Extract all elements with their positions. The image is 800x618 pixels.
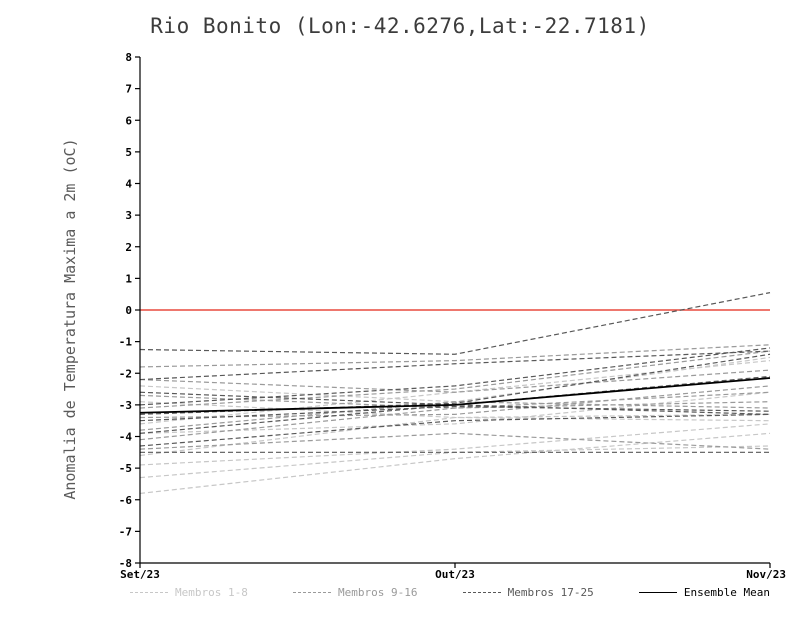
legend-label-membros-9-16: Membros 9-16 — [338, 586, 418, 599]
legend-item-membros-17-25: Membros 17-25 — [462, 586, 594, 599]
ensemble-member-line-18 — [139, 413, 771, 447]
legend-line-swatch-membros-17-25 — [462, 592, 501, 593]
x-tick-label-out-23: Out/23 — [435, 568, 475, 581]
ensemble-member-line-22 — [139, 347, 771, 406]
ensemble-member-line-2 — [139, 445, 771, 479]
x-tick-label-set-23: Set/23 — [120, 568, 160, 581]
y-tick-label: -2 — [119, 367, 132, 380]
y-tick-label: 3 — [125, 209, 132, 222]
legend-label-membros-17-25: Membros 17-25 — [507, 586, 594, 599]
chart-legend: Membros 1-8 Membros 9-16 Membros 17-25 E… — [130, 586, 770, 599]
legend-line-swatch-membros-9-16 — [293, 592, 332, 593]
ensemble-member-line-24 — [139, 350, 771, 381]
y-tick-label: -6 — [119, 494, 133, 507]
ensemble-member-line-1 — [139, 432, 771, 495]
y-tick-label: 1 — [125, 272, 132, 285]
y-tick-label: 5 — [125, 146, 132, 159]
y-tick-label: -5 — [119, 462, 132, 475]
ensemble-member-line-15 — [139, 369, 771, 393]
ensemble-member-line-5 — [139, 391, 771, 434]
y-tick-label: 7 — [125, 83, 132, 96]
y-tick-label: 6 — [125, 114, 132, 127]
ensemble-member-line-9 — [139, 432, 771, 450]
y-tick-label: 0 — [125, 304, 132, 317]
ensemble-member-line-14 — [139, 391, 771, 409]
x-tick-label-nov-23: Nov/23 — [746, 568, 786, 581]
legend-line-swatch-membros-1-8 — [130, 592, 168, 593]
ensemble-mean-line — [139, 377, 771, 414]
ensemble-member-line-20 — [139, 405, 771, 422]
y-axis-label: Anomalia de Temperatura Maxima a 2m (oC) — [61, 138, 79, 500]
legend-item-membros-1-8: Membros 1-8 — [130, 586, 248, 599]
chart-title: Rio Bonito (Lon:-42.6276,Lat:-22.7181) — [150, 14, 650, 38]
y-tick-label: -1 — [119, 336, 133, 349]
y-tick-label: -4 — [119, 431, 133, 444]
y-tick-label: 2 — [125, 241, 132, 254]
ensemble-member-line-11 — [139, 401, 771, 431]
legend-label-membros-1-8: Membros 1-8 — [175, 586, 248, 599]
ensemble-member-line-25 — [139, 292, 771, 355]
y-tick-label: -7 — [119, 525, 132, 538]
legend-label-ensemble-mean: Ensemble Mean — [683, 586, 770, 599]
ensemble-member-line-16 — [139, 344, 771, 368]
legend-line-swatch-ensemble-mean — [638, 592, 677, 593]
ensemble-member-line-7 — [139, 401, 771, 422]
legend-item-ensemble-mean: Ensemble Mean — [638, 586, 770, 599]
legend-item-membros-9-16: Membros 9-16 — [293, 586, 418, 599]
ensemble-member-line-4 — [139, 413, 771, 457]
y-tick-label: 4 — [125, 178, 132, 191]
ensemble-member-line-13 — [139, 350, 771, 409]
y-tick-label: -3 — [119, 399, 132, 412]
y-tick-label: -8 — [119, 557, 132, 570]
y-tick-label: 8 — [125, 51, 132, 64]
ensemble-member-line-3 — [139, 423, 771, 466]
